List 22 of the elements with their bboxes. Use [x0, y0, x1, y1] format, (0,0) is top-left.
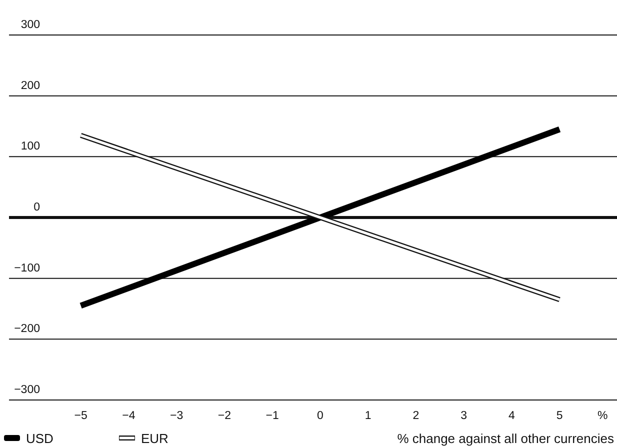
x-tick-label: −5 — [74, 410, 88, 422]
x-tick-label: 5 — [556, 410, 563, 422]
legend-label: EUR — [141, 431, 168, 446]
y-tick-label: −200 — [14, 323, 40, 336]
x-tick-label: 4 — [508, 410, 516, 422]
y-tick-label: 0 — [34, 202, 40, 214]
x-axis-title: % change against all other currencies — [397, 431, 614, 446]
x-tick-label: 1 — [364, 410, 372, 422]
x-tick-label: −1 — [266, 410, 279, 422]
x-tick-label: −4 — [122, 410, 136, 422]
x-tick-label: −2 — [218, 410, 231, 422]
x-tick-label: 2 — [412, 410, 420, 422]
y-tick-label: 100 — [20, 140, 40, 153]
y-tick-label: −300 — [14, 384, 40, 396]
y-tick-label: 300 — [20, 19, 40, 31]
x-tick-label: 3 — [460, 410, 468, 422]
legend-label: USD — [26, 431, 54, 446]
x-tick-label: −3 — [170, 410, 184, 422]
x-tick-label: % — [598, 410, 608, 422]
y-tick-label: −100 — [14, 262, 40, 274]
y-tick-label: 200 — [20, 80, 40, 92]
x-tick-label: 0 — [316, 410, 324, 422]
